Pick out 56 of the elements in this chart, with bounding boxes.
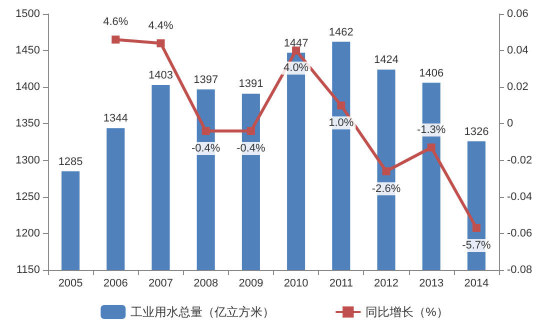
data-label: 4.4% (148, 20, 174, 32)
x-tick-label: 2008 (194, 278, 218, 290)
data-label: -2.6% (372, 182, 401, 195)
point (112, 36, 120, 44)
point (337, 101, 346, 110)
y2-tick-label: -0.02 (507, 154, 532, 166)
y-tick-label: 1350 (16, 118, 40, 130)
y-tick-label: 1400 (16, 81, 40, 94)
y2-tick-label: 0 (507, 118, 514, 130)
data-label: 1344 (103, 112, 128, 125)
data-label: 1397 (194, 74, 218, 86)
y2-tick-label: 0.04 (507, 44, 528, 57)
x-tick-label: 2010 (284, 278, 308, 290)
data-label: 1391 (238, 78, 264, 90)
point (472, 224, 480, 232)
data-label: 1403 (148, 69, 173, 82)
data-label: 1462 (328, 26, 354, 38)
point (382, 167, 390, 176)
x-tick-label: 2011 (329, 278, 353, 290)
data-label: -1.3% (416, 124, 446, 136)
data-label: -0.4% (236, 142, 266, 155)
y-tick-label: 1300 (16, 154, 40, 166)
data-label: -5.7% (462, 239, 492, 252)
y2-tick-label: 0.02 (507, 81, 528, 94)
data-label: 1326 (464, 126, 489, 138)
x-tick-label: 2012 (374, 278, 398, 290)
y-tick-label: 1150 (16, 264, 40, 276)
data-label: 1285 (58, 156, 83, 168)
legend-label: 同比增长（%） (366, 305, 448, 319)
point (292, 46, 300, 55)
y2-tick-label: 0.06 (507, 8, 528, 20)
y2-tick-label: -0.08 (507, 264, 532, 276)
data-label: 1424 (374, 54, 398, 66)
point (202, 127, 210, 136)
y2-tick-label: -0.04 (507, 190, 532, 203)
data-label: 4.6% (103, 16, 128, 28)
y2-tick-label: -0.06 (507, 227, 532, 240)
data-label: 1447 (284, 37, 308, 50)
point (246, 127, 255, 136)
data-label: 4.0% (284, 62, 309, 74)
x-tick-label: 2014 (464, 278, 489, 290)
point (156, 39, 165, 48)
y-tick-label: 1250 (16, 190, 40, 203)
x-tick-label: 2006 (103, 278, 128, 290)
y-tick-label: 1450 (16, 44, 40, 57)
x-tick-label: 2009 (238, 278, 264, 290)
y-tick-label: 1200 (16, 227, 40, 240)
x-tick-label: 2005 (58, 278, 83, 290)
x-tick-label: 2007 (148, 278, 173, 290)
legend-label: 工业用水总量（亿立方米） (130, 305, 275, 319)
data-label: -0.4% (191, 142, 220, 155)
x-tick-label: 2013 (419, 278, 444, 290)
y-tick-label: 1500 (16, 8, 40, 20)
point (427, 143, 436, 152)
data-label: 1406 (419, 67, 444, 80)
data-label: 1.0% (328, 116, 354, 129)
